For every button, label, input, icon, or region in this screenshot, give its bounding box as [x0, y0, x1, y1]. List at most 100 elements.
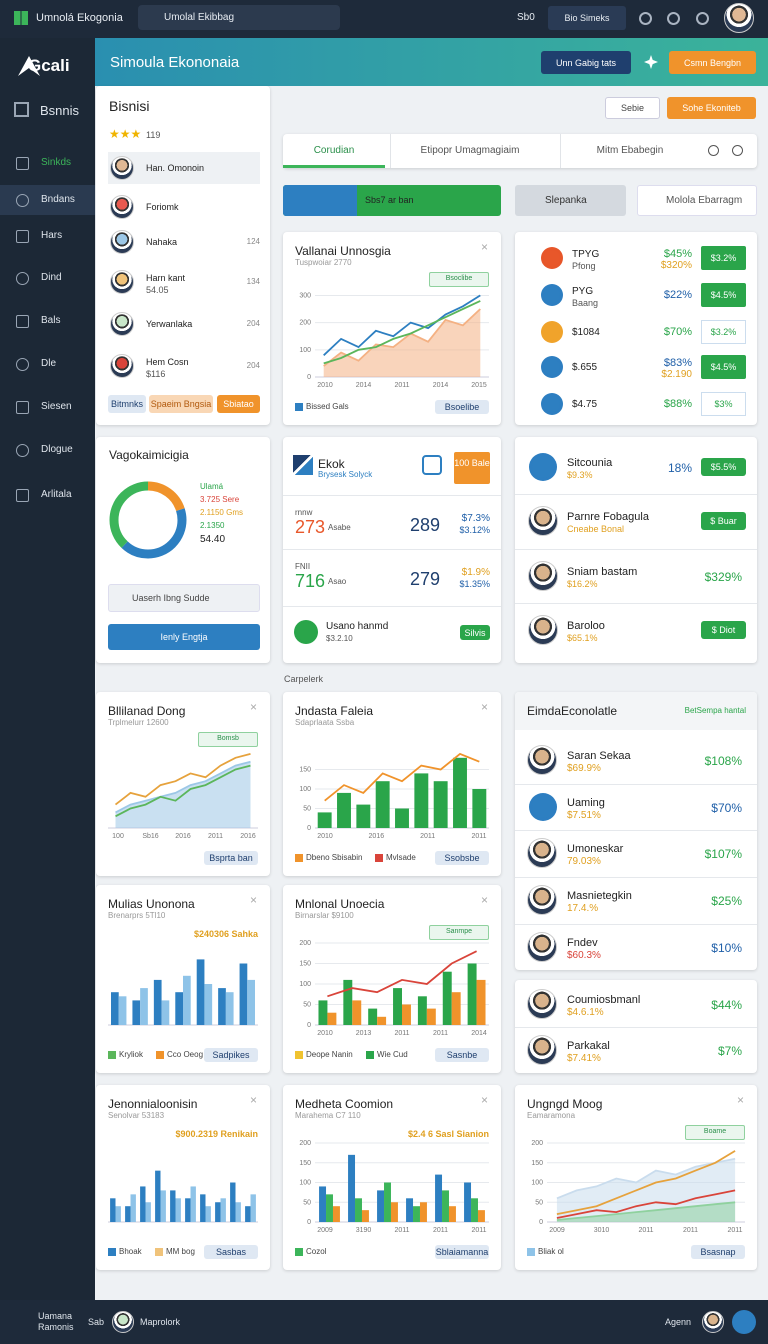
toolbar-button-label[interactable]: Sohe Ekoniteb [682, 103, 741, 113]
chart-button-label[interactable]: Sasbas [215, 1247, 247, 1257]
nav-icon[interactable] [16, 358, 29, 371]
close-icon[interactable]: × [250, 700, 258, 714]
bar [472, 789, 487, 828]
chart-button[interactable] [435, 851, 489, 865]
gauge-search-text[interactable]: Uaserh Ibng Sudde [132, 593, 210, 603]
avatar [527, 1035, 557, 1065]
top-icon[interactable] [639, 12, 652, 25]
chart-button-label[interactable]: Sadpikes [212, 1050, 250, 1060]
chart-button[interactable] [435, 1048, 489, 1062]
top-icon[interactable] [667, 12, 680, 25]
nav-item[interactable]: Dind [41, 272, 62, 283]
nav-icon[interactable] [16, 489, 29, 502]
nav-item[interactable]: Arlitala [41, 489, 72, 500]
contact-badge-label[interactable]: $5.5% [710, 462, 737, 472]
nav-icon[interactable] [16, 401, 29, 414]
chart-button-label[interactable]: Sasnbe [446, 1050, 478, 1060]
panel-button-label[interactable]: Spaeim Bngsia [150, 399, 212, 409]
chart-button-label[interactable]: Ssobsbe [444, 853, 480, 863]
ticker-footer-badge[interactable] [460, 625, 490, 640]
gauge-search[interactable] [108, 584, 260, 612]
search-box[interactable] [138, 5, 340, 30]
chart-button-label[interactable]: Bsoelibe [444, 402, 480, 412]
chart-note: $240306 Sahka [193, 929, 258, 939]
panel-button[interactable] [217, 395, 260, 413]
panel-button[interactable] [149, 395, 213, 413]
close-icon[interactable]: × [481, 700, 489, 714]
gauge-button-label[interactable]: Ienly Engtja [160, 632, 208, 642]
nav-item[interactable]: Siesen [41, 401, 72, 412]
close-icon[interactable]: × [250, 1093, 258, 1107]
bar [352, 1000, 362, 1025]
close-icon[interactable]: × [481, 893, 489, 907]
panel-button-label[interactable]: Sbiatao [223, 399, 254, 409]
leaders-link[interactable]: BetSempa hantal [684, 706, 746, 715]
nav-item[interactable]: Bndans [41, 194, 75, 205]
search-icon[interactable] [708, 145, 719, 156]
panel-button[interactable] [108, 395, 146, 413]
chart-button[interactable] [435, 1245, 489, 1259]
tab[interactable]: Mitm Ebabegin [596, 145, 664, 156]
nav-icon[interactable] [16, 194, 29, 207]
close-icon[interactable]: × [737, 1093, 745, 1107]
nav-item[interactable]: Sinkds [41, 157, 72, 168]
nav-item[interactable]: Dle [41, 358, 57, 369]
top-icon[interactable] [696, 12, 709, 25]
chart-button-label[interactable]: Sblaiamanna [435, 1247, 489, 1257]
chart-button[interactable] [204, 1245, 258, 1259]
ticker-icon[interactable] [422, 455, 442, 475]
chart-button-label[interactable]: Bsasnap [700, 1247, 736, 1257]
chart-button[interactable] [204, 1048, 258, 1062]
contact-badge[interactable] [701, 621, 746, 639]
header-button[interactable] [669, 51, 756, 74]
contact-badge[interactable] [701, 458, 746, 476]
nav-item[interactable]: Hars [41, 230, 63, 241]
bar [417, 996, 427, 1025]
help-button[interactable] [732, 1310, 756, 1334]
bar [215, 1202, 221, 1222]
dropdown[interactable] [637, 185, 757, 216]
ticker-footer-name: Usano hanmd [326, 621, 389, 632]
nav-icon[interactable] [16, 157, 29, 170]
row-name: Harn kant [146, 273, 186, 283]
chart-button[interactable] [691, 1245, 745, 1259]
add-icon[interactable] [732, 145, 743, 156]
dropdown-label[interactable]: Molola Ebarragm [666, 195, 743, 206]
contact-badge-label[interactable]: $ Buar [710, 516, 737, 526]
chart-button-label[interactable]: Bsprta ban [209, 853, 253, 863]
nav-icon[interactable] [16, 315, 29, 328]
close-icon[interactable]: × [250, 893, 258, 907]
nav-item[interactable]: Dlogue [41, 444, 73, 455]
chart-button[interactable] [204, 851, 258, 865]
select-label[interactable]: Slepanka [545, 195, 587, 206]
nav-icon[interactable] [16, 444, 29, 457]
nav-icon[interactable] [16, 272, 29, 285]
y-tick-label: 150 [299, 961, 311, 968]
toolbar-button[interactable] [667, 97, 756, 119]
toolbar-button[interactable] [605, 97, 660, 119]
header-button[interactable] [541, 51, 631, 74]
header-button-label[interactable]: Unn Gabig tats [555, 57, 617, 68]
header-button-label[interactable]: Csmn Bengbn [683, 57, 742, 68]
brand: Gcali [28, 56, 70, 75]
contact-badge[interactable] [701, 512, 746, 530]
nav-icon[interactable] [16, 230, 29, 243]
tab[interactable]: Etipopr Umagmagiaim [420, 145, 520, 156]
select[interactable] [515, 185, 626, 216]
ticker-footer-badge-label[interactable]: Silvis [464, 627, 486, 638]
ticker-amount: 289 [410, 515, 441, 535]
close-icon[interactable]: × [481, 1093, 489, 1107]
gauge-button[interactable] [108, 624, 260, 650]
x-tick-label: 2011 [638, 1227, 653, 1234]
top-button-label[interactable]: Bio Simeks [564, 13, 610, 23]
contact-badge-label[interactable]: $ Diot [711, 625, 736, 635]
close-icon[interactable]: × [481, 240, 489, 254]
nav-item[interactable]: Bals [41, 315, 61, 326]
toolbar-button-label[interactable]: Sebie [620, 103, 645, 113]
tab[interactable]: Corudian [313, 145, 355, 156]
bar [393, 988, 402, 1025]
top-button[interactable] [548, 6, 626, 30]
search-text[interactable]: Umolal Ekibbag [164, 12, 235, 23]
chart-button[interactable] [435, 400, 489, 414]
panel-button-label[interactable]: Bitmnks [110, 399, 143, 409]
